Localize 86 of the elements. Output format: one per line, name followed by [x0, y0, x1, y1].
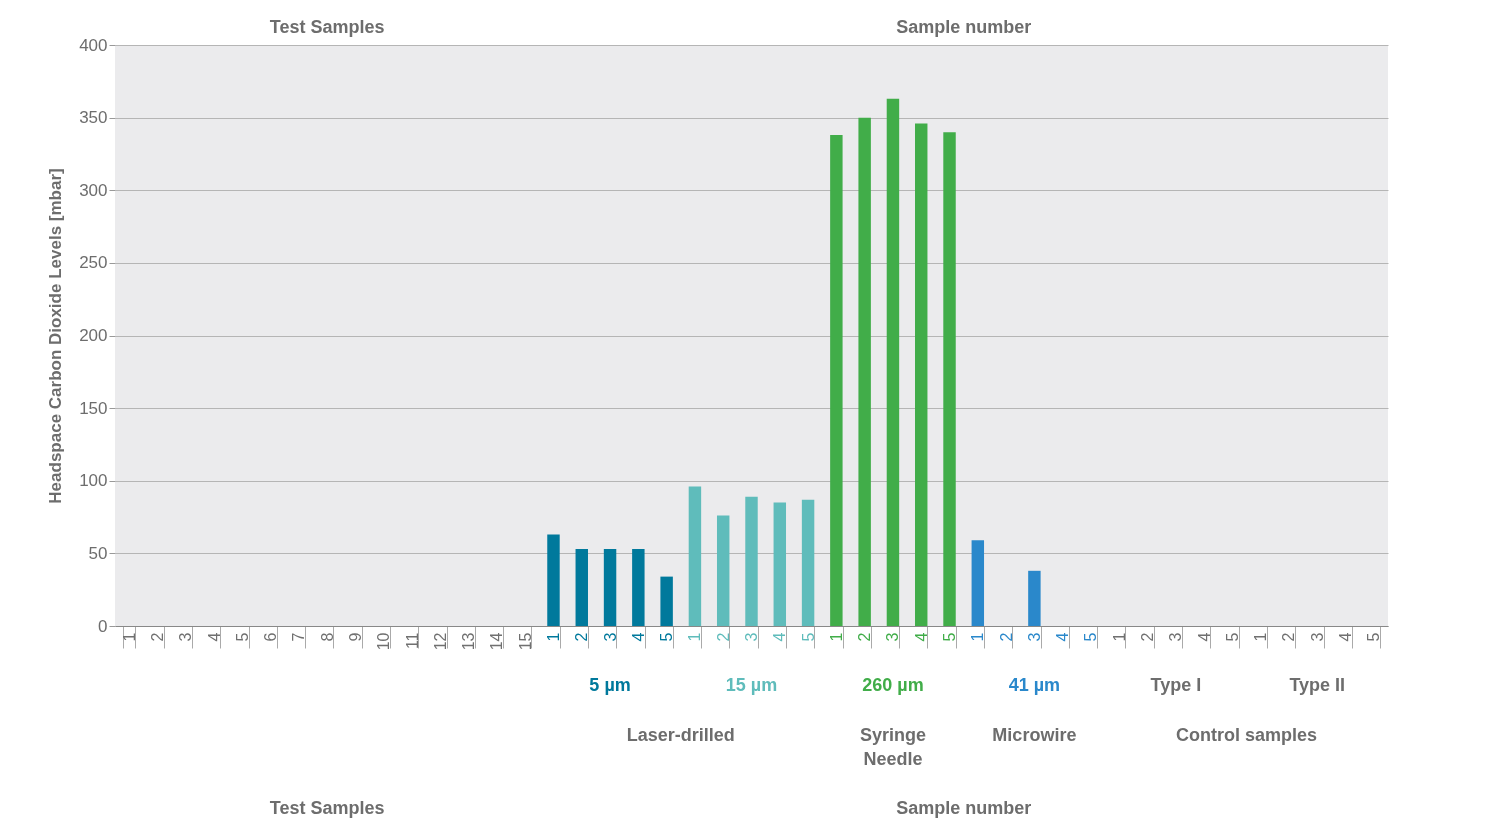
x-tick-label: 2 — [997, 632, 1015, 642]
x-tick-label: 3 — [743, 632, 760, 642]
x-tick-label: 4 — [912, 632, 930, 642]
x-tick-label: 3 — [1167, 632, 1185, 642]
x-tick-label: 4 — [205, 632, 223, 642]
x-tick-label: 2 — [714, 632, 732, 642]
text: 5 µm — [589, 675, 631, 695]
x-tick-label: 1 — [1252, 632, 1270, 642]
y-tick-label: 150 — [79, 398, 108, 418]
x-tick-label: 3 — [177, 632, 195, 642]
x-tick-label: 4 — [629, 632, 647, 642]
text: Type II — [1289, 675, 1346, 695]
x-tick-label: 1 — [827, 632, 845, 642]
y-tick-label: 0 — [98, 616, 108, 636]
x-tick-label: 2 — [148, 632, 166, 642]
x-tick-label: 5 — [941, 632, 959, 642]
x-tick-label: 13 — [460, 632, 478, 651]
text: Test Samples — [269, 798, 385, 818]
x-tick-label: 7 — [290, 632, 308, 642]
text: Laser-drilled — [626, 725, 735, 745]
x-tick-label: 4 — [1054, 632, 1072, 642]
text: 15 µm — [725, 675, 778, 695]
x-tick-label: 4 — [771, 632, 789, 642]
bar — [801, 499, 815, 626]
text: 41 µm — [1008, 675, 1061, 695]
x-tick-label: 12 — [431, 632, 449, 651]
bar — [745, 496, 758, 626]
x-tick-label: 1 — [969, 632, 987, 642]
bar — [858, 117, 871, 626]
y-tick-label: 400 — [79, 35, 108, 55]
text: Test Samples — [269, 17, 385, 37]
x-tick-label: 5 — [799, 632, 817, 642]
bar — [547, 534, 560, 626]
x-tick-label: 2 — [1280, 632, 1298, 642]
bar — [915, 123, 928, 626]
y-tick-label: 100 — [79, 471, 108, 491]
x-tick-label: 1 — [1110, 632, 1128, 642]
text: Sample number — [896, 798, 1032, 818]
bar — [886, 98, 900, 626]
x-tick-label: 3 — [1025, 632, 1043, 642]
bar — [830, 135, 843, 626]
x-tick-label: 8 — [318, 632, 336, 642]
bar — [688, 486, 702, 626]
x-tick-label: 5 — [1082, 632, 1100, 642]
text: Microwire — [992, 725, 1077, 745]
y-tick-label: 300 — [79, 180, 108, 200]
x-tick-label: 4 — [1337, 632, 1355, 642]
x-tick-label: 1 — [544, 632, 562, 642]
bar — [1028, 570, 1041, 626]
x-tick-label: 5 — [233, 632, 251, 642]
x-tick-label: 11 — [403, 632, 421, 650]
text: Control samples — [1176, 725, 1318, 745]
x-tick-label: 3 — [1308, 632, 1326, 642]
bar — [632, 549, 645, 626]
x-tick-label: 5 — [658, 632, 676, 642]
x-tick-label: 2 — [856, 632, 874, 642]
y-tick-label: 350 — [79, 108, 108, 128]
bar — [660, 576, 673, 626]
y-axis-title: Headspace Carbon Dioxide Levels [mbar] — [46, 168, 66, 504]
x-tick-label: 6 — [262, 632, 280, 642]
x-tick-label: 1 — [120, 632, 138, 642]
y-tick-label: 250 — [79, 253, 108, 273]
text: Sample number — [896, 17, 1032, 37]
x-tick-label: 5 — [1223, 632, 1241, 642]
x-tick-label: 2 — [1139, 632, 1157, 642]
x-tick-label: 4 — [1195, 632, 1213, 642]
bar — [971, 540, 985, 626]
x-tick-label: 10 — [375, 632, 393, 651]
text: Syringe Needle — [859, 725, 926, 769]
text: Type I — [1150, 675, 1202, 695]
x-tick-label: 14 — [488, 632, 506, 651]
bar — [575, 549, 588, 626]
x-tick-label: 2 — [573, 632, 591, 642]
x-tick-label: 3 — [884, 632, 902, 642]
x-tick-label: 3 — [601, 632, 619, 642]
bar — [716, 515, 730, 626]
bar — [943, 132, 956, 626]
x-tick-label: 9 — [346, 632, 364, 642]
x-tick-label: 1 — [686, 632, 704, 642]
text: 260 µm — [862, 675, 924, 695]
bar — [773, 502, 787, 626]
x-tick-label: 5 — [1365, 632, 1383, 642]
y-tick-label: 50 — [88, 543, 108, 563]
y-tick-label: 200 — [79, 326, 108, 345]
x-tick-label: 15 — [516, 632, 534, 651]
bar — [603, 549, 617, 626]
